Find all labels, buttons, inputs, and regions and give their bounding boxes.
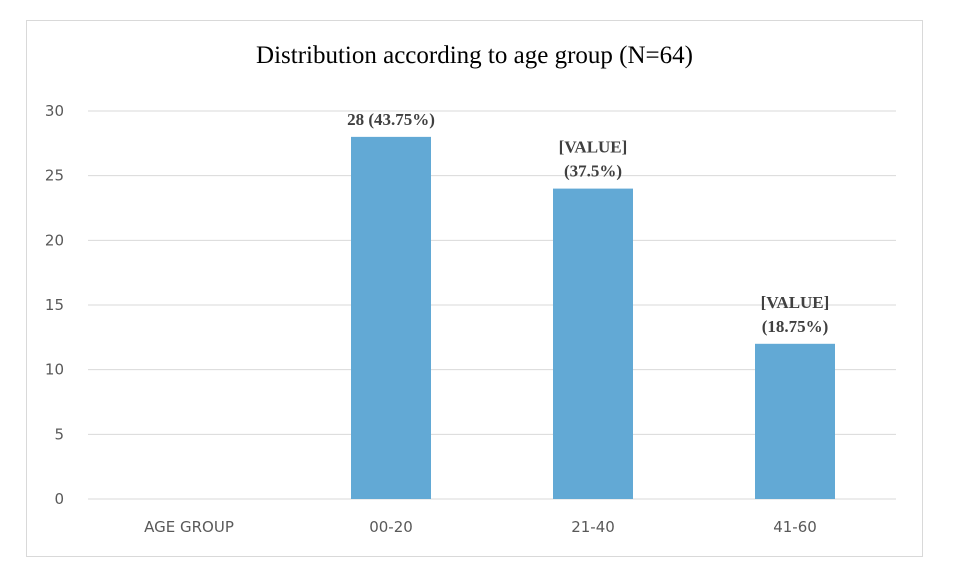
data-label: [VALUE] <box>559 138 628 157</box>
x-axis: AGE GROUP 00-20 21-40 41-60 <box>144 518 817 536</box>
bar-00-20 <box>351 136 431 499</box>
x-tick-label: AGE GROUP <box>144 518 234 536</box>
y-tick-label: 30 <box>45 102 64 120</box>
data-labels: 28 (43.75%) [VALUE] (37.5%) [VALUE] (18.75%) <box>347 110 829 336</box>
x-tick-label: 41-60 <box>773 518 817 536</box>
bars <box>351 136 835 499</box>
y-tick-label: 5 <box>54 425 64 443</box>
y-tick-label: 15 <box>45 296 64 314</box>
bar-41-60 <box>755 343 835 499</box>
data-label: [VALUE] <box>761 293 830 312</box>
y-tick-label: 0 <box>54 490 64 508</box>
chart-title: Distribution according to age group (N=6… <box>256 42 693 69</box>
data-label: (37.5%) <box>564 162 622 181</box>
x-tick-label: 00-20 <box>369 518 413 536</box>
y-tick-label: 25 <box>45 167 64 185</box>
y-axis: 0 5 10 15 20 25 30 <box>45 102 64 508</box>
y-tick-label: 20 <box>45 231 64 249</box>
data-label: 28 (43.75%) <box>347 110 435 129</box>
y-tick-label: 10 <box>45 361 64 379</box>
data-label: (18.75%) <box>762 317 829 336</box>
x-tick-label: 21-40 <box>571 518 615 536</box>
bar-21-40 <box>553 188 633 499</box>
